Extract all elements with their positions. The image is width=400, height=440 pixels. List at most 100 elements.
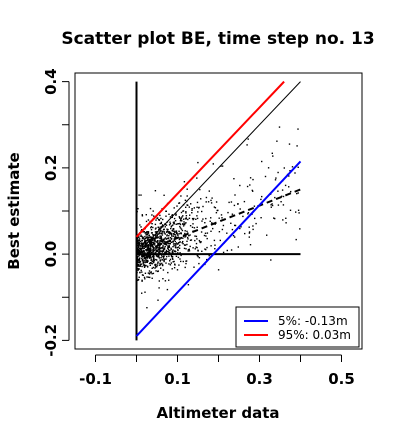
scatter-point	[165, 215, 167, 217]
scatter-point	[295, 211, 297, 213]
scatter-point	[151, 261, 153, 263]
scatter-point	[187, 238, 189, 240]
scatter-point	[210, 199, 212, 202]
scatter-point	[162, 218, 164, 221]
y-tick-label: 0.2	[42, 155, 60, 182]
scatter-point	[152, 236, 154, 239]
scatter-point	[167, 248, 170, 250]
scatter-point	[195, 218, 197, 220]
scatter-point	[141, 235, 143, 238]
scatter-point	[169, 239, 172, 242]
scatter-point	[185, 222, 187, 224]
scatter-point	[234, 224, 237, 227]
scatter-point	[184, 244, 187, 246]
scatter-point	[196, 201, 199, 204]
scatter-point	[148, 256, 151, 258]
scatter-point	[189, 234, 191, 236]
scatter-point	[170, 226, 172, 228]
scatter-point	[170, 262, 172, 264]
scatter-point	[260, 217, 262, 219]
scatter-point	[138, 241, 140, 243]
scatter-point	[171, 216, 173, 218]
scatter-point	[156, 236, 158, 239]
scatter-point	[185, 248, 187, 250]
scatter-point	[170, 237, 173, 240]
scatter-point	[164, 237, 167, 239]
scatter-point	[180, 233, 182, 235]
scatter-point	[145, 258, 147, 260]
scatter-point	[178, 241, 181, 243]
scatter-point	[152, 210, 154, 212]
scatter-point	[154, 239, 156, 241]
scatter-point	[147, 238, 149, 240]
scatter-point	[237, 246, 239, 248]
scatter-point	[213, 239, 216, 242]
scatter-point	[149, 246, 151, 248]
scatter-point	[157, 233, 160, 235]
scatter-point	[148, 234, 151, 237]
scatter-point	[152, 254, 154, 257]
scatter-point	[146, 259, 149, 262]
scatter-point	[249, 184, 251, 186]
scatter-point	[208, 190, 210, 192]
scatter-point	[161, 230, 164, 233]
scatter-point	[267, 167, 270, 169]
scatter-point	[157, 240, 159, 242]
scatter-point	[143, 247, 145, 249]
scatter-point	[149, 251, 152, 253]
scatter-point	[297, 192, 299, 194]
scatter-point	[173, 222, 175, 224]
scatter-point	[146, 236, 148, 238]
scatter-point	[147, 266, 149, 268]
scatter-point	[155, 258, 157, 261]
scatter-point	[180, 211, 183, 214]
scatter-point	[168, 251, 170, 254]
scatter-point	[252, 228, 254, 231]
scatter-point	[185, 235, 187, 237]
scatter-point	[261, 160, 263, 163]
scatter-point	[214, 223, 216, 225]
scatter-point	[141, 242, 144, 244]
scatter-point	[197, 211, 199, 213]
scatter-point	[161, 224, 164, 226]
scatter-point	[156, 255, 158, 257]
scatter-point	[182, 237, 184, 239]
scatter-point	[144, 257, 146, 259]
scatter-point	[193, 207, 195, 209]
scatter-point	[141, 243, 144, 246]
scatter-point	[147, 246, 150, 249]
scatter-point	[158, 249, 161, 251]
scatter-point	[170, 227, 172, 230]
scatter-point	[152, 272, 155, 275]
scatter-point	[137, 269, 139, 271]
scatter-point	[240, 226, 242, 228]
scatter-point	[184, 218, 187, 220]
scatter-point	[168, 213, 170, 215]
scatter-point	[162, 240, 164, 243]
scatter-point	[182, 240, 184, 243]
scatter-point	[154, 252, 157, 254]
scatter-point	[276, 140, 278, 142]
scatter-point	[181, 229, 184, 232]
scatter-point	[160, 235, 162, 238]
x-tick-label: -0.1	[79, 370, 112, 388]
scatter-point	[144, 232, 146, 234]
scatter-point	[175, 214, 177, 216]
scatter-point	[190, 203, 192, 205]
scatter-point	[175, 251, 177, 253]
scatter-point	[175, 242, 178, 244]
scatter-point	[182, 210, 185, 212]
scatter-point	[221, 228, 224, 231]
scatter-point	[168, 224, 171, 226]
scatter-point	[140, 194, 142, 196]
scatter-point	[143, 265, 145, 267]
scatter-point	[167, 247, 169, 250]
scatter-point	[161, 234, 164, 236]
scatter-point	[158, 257, 161, 259]
scatter-point	[195, 242, 198, 245]
scatter-point	[168, 279, 170, 281]
scatter-point	[171, 232, 173, 235]
scatter-point	[155, 250, 158, 252]
scatter-point	[141, 258, 144, 261]
scatter-point	[191, 226, 194, 228]
